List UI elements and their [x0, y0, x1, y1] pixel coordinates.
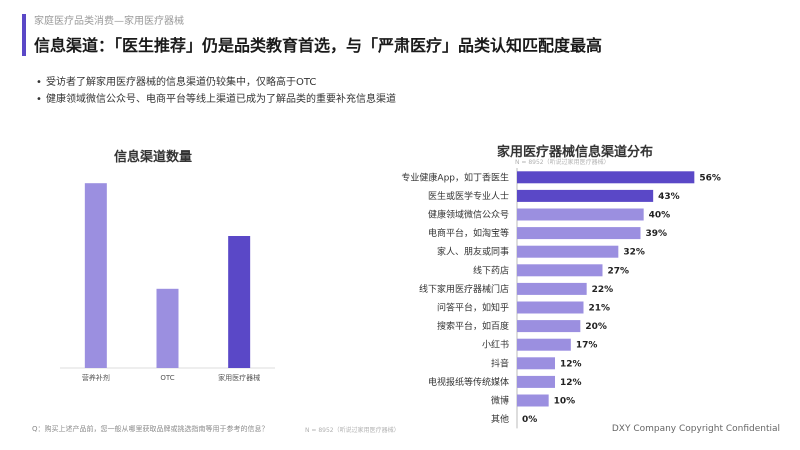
right-bar-value: 22% [592, 285, 614, 295]
right-bar-value: 20% [585, 322, 607, 332]
right-bar-8 [517, 301, 584, 314]
right-bar-11 [517, 357, 555, 370]
right-bar-value: 0% [522, 415, 537, 425]
right-bar-value: 40% [649, 211, 671, 221]
right-bar-value: 27% [608, 266, 630, 276]
right-bar-value: 39% [646, 229, 668, 239]
right-bar-value: 12% [560, 378, 582, 388]
right-bar-12 [517, 375, 555, 388]
right-bar-value: 10% [554, 397, 576, 407]
right-bar-category: 问答平台，如知乎 [437, 302, 509, 314]
right-bar-category: 专业健康App，如丁香医生 [401, 171, 509, 183]
left-chart-title: 信息渠道数量 [114, 150, 193, 165]
right-bar-10 [517, 338, 571, 351]
left-bar-label: 营养补剂 [82, 373, 110, 382]
right-chart-title: 家用医疗器械信息渠道分布 [497, 145, 654, 160]
left-bar-3 [228, 236, 251, 368]
left-bar-1 [84, 183, 107, 368]
bullet-item: 健康领域微信公众号、电商平台等线上渠道已成为了解品类的重要补充信息渠道 [36, 91, 396, 108]
footer-note: N = 8952（听说过家用医疗器械） [305, 427, 400, 434]
right-bar-7 [517, 282, 587, 295]
right-bar-category: 家人、朋友或同事 [437, 246, 509, 258]
right-bar-category: 其他 [491, 413, 509, 425]
right-bar-6 [517, 264, 603, 277]
right-bar-value: 21% [589, 304, 611, 314]
right-bar-category: 电商平台，如淘宝等 [428, 227, 509, 239]
left-bar-label: 家用医疗器械 [218, 373, 260, 382]
right-bar-value: 17% [576, 341, 598, 351]
right-bar-value: 12% [560, 359, 582, 369]
right-bar-value: 32% [623, 248, 645, 258]
right-bar-category: 搜索平台，如百度 [437, 320, 509, 332]
right-chart-note: N = 8952（听说过家用医疗器械） [515, 159, 610, 166]
right-bar-category: 线下家用医疗器械门店 [419, 283, 509, 295]
footer-question: Q：购买上述产品前，您一般从哪里获取品牌或挑选指南等用于参考的信息？ [32, 425, 269, 433]
page-title: 信息渠道：「医生推荐」仍是品类教育首选，与「严肃医疗」品类认知匹配度最高 [34, 36, 603, 55]
right-bar-category: 电视报纸等传统媒体 [428, 376, 509, 388]
right-bar-1 [517, 171, 695, 184]
breadcrumb: 家庭医疗品类消费—家用医疗器械 [34, 16, 184, 27]
right-bar-category: 线下药店 [473, 264, 509, 276]
copyright: DXY Company Copyright Confidential [611, 424, 780, 434]
bullet-list: 受访者了解家用医疗器械的信息渠道仍较集中，仅略高于OTC 健康领域微信公众号、电… [36, 74, 396, 108]
right-bar-category: 医生或医学专业人士 [428, 190, 509, 202]
left-bar-2 [156, 288, 179, 368]
right-bar-category: 健康领域微信公众号 [428, 209, 509, 221]
bullet-item: 受访者了解家用医疗器械的信息渠道仍较集中，仅略高于OTC [36, 74, 396, 91]
right-bar-category: 抖音 [491, 357, 509, 369]
right-bar-2 [517, 189, 654, 202]
left-bar-label: OTC [160, 374, 174, 382]
right-bar-5 [517, 245, 619, 258]
right-bar-3 [517, 208, 644, 221]
right-bar-13 [517, 394, 549, 407]
right-bar-9 [517, 320, 581, 333]
accent-bar [22, 14, 26, 56]
right-bar-value: 56% [699, 173, 721, 183]
right-bar-category: 小红书 [482, 339, 509, 351]
right-bar-category: 微博 [491, 395, 509, 407]
right-bar-value: 43% [658, 192, 680, 202]
right-bar-4 [517, 227, 641, 240]
